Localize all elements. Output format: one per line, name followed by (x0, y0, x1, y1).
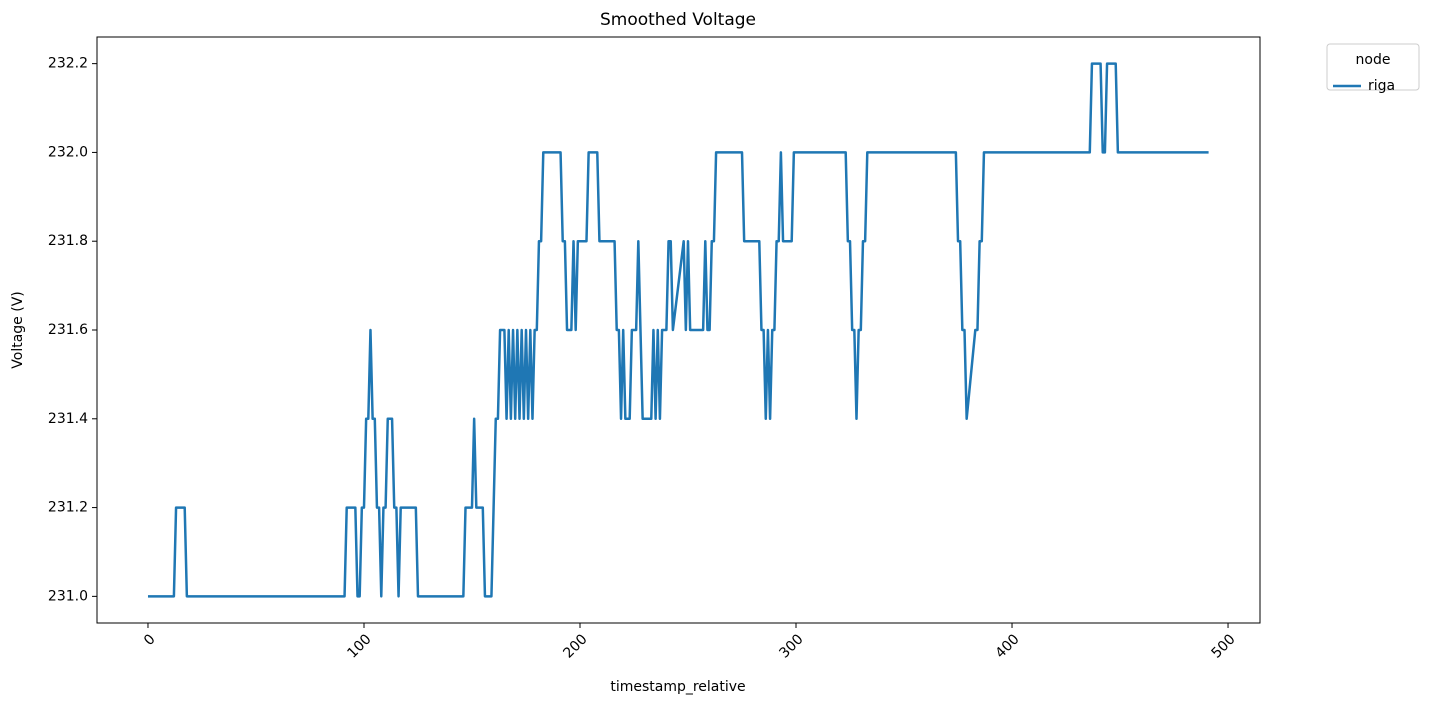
data-line (147, 62, 1209, 598)
y-tick-label: 231.6 (48, 322, 88, 338)
x-axis-label: timestamp_relative (610, 679, 745, 695)
legend-box (1326, 43, 1420, 91)
chart-title: Smoothed Voltage (600, 10, 756, 30)
y-axis-label: Voltage (V) (10, 291, 26, 368)
y-tick-label: 231.8 (48, 233, 88, 249)
legend-title: node (1356, 52, 1391, 68)
y-tick-label: 232.2 (48, 56, 88, 72)
y-tick-label: 232.0 (48, 144, 88, 160)
y-tick-label: 231.0 (48, 588, 88, 604)
y-tick-label: 231.4 (48, 411, 88, 427)
legend-label: riga (1368, 78, 1395, 94)
y-tick-label: 231.2 (48, 500, 88, 516)
